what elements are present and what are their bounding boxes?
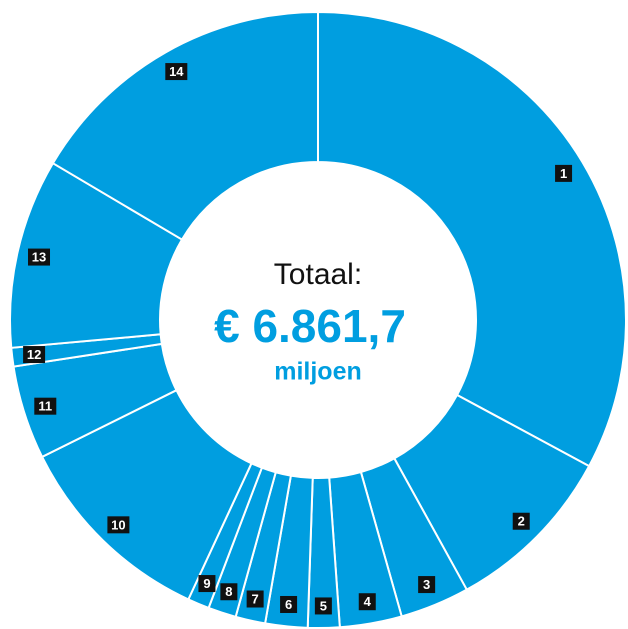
slice-label: 3 — [423, 577, 430, 592]
label-box — [220, 583, 238, 601]
slice — [317, 10, 627, 468]
slice-label: 12 — [27, 347, 41, 362]
slice-label: 11 — [38, 399, 52, 414]
slice-label: 10 — [111, 517, 125, 532]
label-box — [555, 164, 573, 182]
center-unit: miljoen — [274, 358, 362, 386]
slice-label: 4 — [364, 594, 372, 609]
label-box — [165, 63, 188, 81]
label-box — [512, 512, 530, 530]
slice-label: 13 — [32, 250, 46, 265]
label-box — [198, 575, 216, 593]
label-box — [107, 516, 130, 534]
slice-label: 1 — [560, 166, 567, 181]
slice-label: 9 — [203, 576, 210, 591]
slices — [9, 10, 627, 629]
label-box — [418, 576, 436, 594]
center-title: Totaal: — [274, 258, 362, 291]
slice-label: 6 — [285, 597, 292, 612]
label-box — [23, 346, 46, 364]
slice-label: 7 — [252, 591, 259, 606]
label-box — [246, 590, 264, 608]
slice-label: 2 — [518, 514, 525, 529]
label-box — [358, 593, 376, 611]
slice-label: 5 — [320, 598, 327, 613]
label-box — [314, 597, 332, 615]
slice-label: 8 — [225, 584, 232, 599]
slice — [51, 10, 319, 241]
label-box — [28, 248, 51, 266]
label-box — [280, 595, 298, 613]
center-total: € 6.861,7 — [214, 300, 406, 352]
label-box — [34, 397, 57, 415]
slice-label: 14 — [169, 64, 184, 79]
